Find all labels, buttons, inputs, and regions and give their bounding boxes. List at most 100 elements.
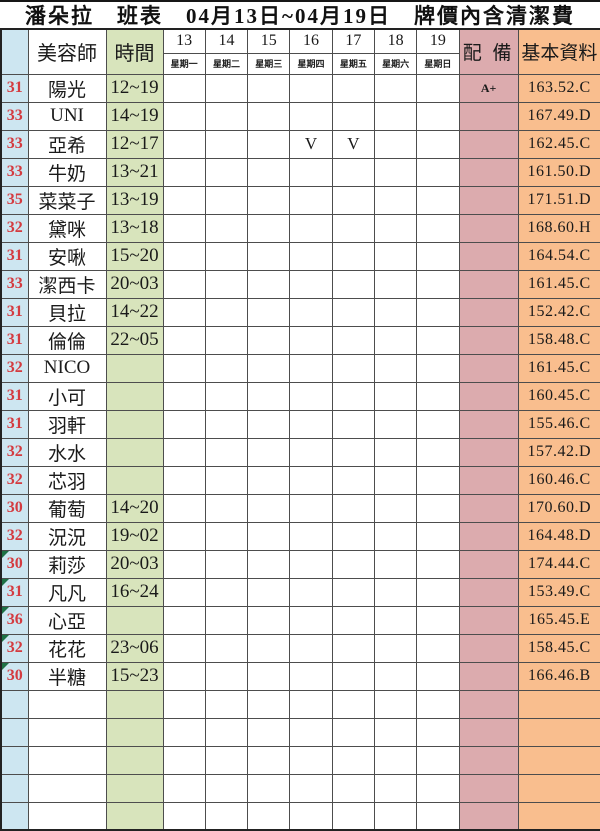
weekday-header: 星期五 bbox=[331, 52, 375, 75]
table-row: 33 牛奶 13~21 161.50.D bbox=[0, 157, 600, 187]
staff-name: 羽軒 bbox=[27, 409, 107, 439]
day-cell bbox=[247, 577, 291, 607]
row-number: 36 bbox=[0, 605, 29, 635]
day-cell bbox=[204, 549, 249, 579]
day-cell bbox=[373, 717, 418, 747]
shift-time: 20~03 bbox=[105, 269, 164, 299]
staff-name: 陽光 bbox=[27, 73, 107, 103]
row-number bbox=[0, 689, 29, 719]
day-cell bbox=[162, 549, 206, 579]
info-code-cell: 162.45.C bbox=[517, 129, 600, 159]
equipment-cell bbox=[458, 353, 519, 383]
day-cell bbox=[416, 213, 460, 243]
day-cell bbox=[247, 437, 291, 467]
row-number: 35 bbox=[0, 185, 29, 215]
day-cell bbox=[204, 325, 249, 355]
day-cell bbox=[373, 521, 418, 551]
day-cell bbox=[289, 717, 333, 747]
equipment-cell bbox=[458, 409, 519, 439]
shift-time: 22~05 bbox=[105, 325, 164, 355]
row-number: 31 bbox=[0, 577, 29, 607]
day-cell bbox=[247, 549, 291, 579]
table-row: 32 NICO 161.45.C bbox=[0, 353, 600, 383]
table-row: 31 陽光 12~19 A+ 163.52.C bbox=[0, 73, 600, 103]
day-cell bbox=[247, 773, 291, 803]
day-cell bbox=[416, 297, 460, 327]
staff-name: 安啾 bbox=[27, 241, 107, 271]
shift-time bbox=[105, 717, 164, 747]
day-cell bbox=[373, 185, 418, 215]
shift-time: 16~24 bbox=[105, 577, 164, 607]
day-cell bbox=[247, 465, 291, 495]
day-cell bbox=[373, 409, 418, 439]
day-cell bbox=[289, 465, 333, 495]
equipment-cell bbox=[458, 549, 519, 579]
day-cell bbox=[331, 353, 375, 383]
shift-time bbox=[105, 353, 164, 383]
day-number-header: 16 bbox=[289, 28, 333, 54]
day-cell bbox=[204, 101, 249, 131]
info-code-cell bbox=[517, 717, 600, 747]
shift-time bbox=[105, 409, 164, 439]
day-cell bbox=[331, 465, 375, 495]
row-number: 32 bbox=[0, 353, 29, 383]
staff-name: 小可 bbox=[27, 381, 107, 411]
info-code-cell: 166.46.B bbox=[517, 661, 600, 691]
day-cell bbox=[204, 241, 249, 271]
info-code-cell: 161.45.C bbox=[517, 353, 600, 383]
staff-name: UNI bbox=[27, 101, 107, 131]
corner-cell bbox=[0, 28, 29, 75]
day-cell bbox=[289, 801, 333, 831]
weekday-header: 星期日 bbox=[416, 52, 460, 75]
day-cell bbox=[331, 325, 375, 355]
info-code-cell: 160.46.C bbox=[517, 465, 600, 495]
day-cell bbox=[247, 297, 291, 327]
day-cell: V bbox=[289, 129, 333, 159]
day-cell bbox=[204, 605, 249, 635]
staff-name: 心亞 bbox=[27, 605, 107, 635]
day-number-header: 17 bbox=[331, 28, 375, 54]
day-cell bbox=[289, 549, 333, 579]
row-number: 31 bbox=[0, 409, 29, 439]
schedule-table: 美容師 時間 13 14 15 16 17 18 19 配 備 基本資料 星期一 星期二 星期三星… bbox=[0, 28, 600, 831]
day-cell bbox=[289, 297, 333, 327]
day-cell bbox=[416, 493, 460, 523]
day-cell bbox=[204, 773, 249, 803]
day-cell bbox=[416, 241, 460, 271]
day-cell bbox=[289, 605, 333, 635]
day-cell bbox=[204, 129, 249, 159]
staff-name bbox=[27, 773, 107, 803]
row-number bbox=[0, 717, 29, 747]
day-cell bbox=[289, 241, 333, 271]
equipment-cell bbox=[458, 745, 519, 775]
empty-row bbox=[0, 801, 600, 831]
equipment-cell bbox=[458, 521, 519, 551]
row-number: 33 bbox=[0, 269, 29, 299]
cell-error-triangle-icon bbox=[2, 551, 9, 558]
day-cell bbox=[247, 353, 291, 383]
day-cell bbox=[373, 465, 418, 495]
day-cell bbox=[373, 73, 418, 103]
row-number: 30 bbox=[0, 493, 29, 523]
equipment-cell bbox=[458, 689, 519, 719]
shift-time: 15~20 bbox=[105, 241, 164, 271]
cell-error-triangle-icon bbox=[2, 607, 9, 614]
empty-row bbox=[0, 689, 600, 719]
shift-time bbox=[105, 465, 164, 495]
day-cell bbox=[331, 521, 375, 551]
row-number: 31 bbox=[0, 325, 29, 355]
day-cell bbox=[331, 101, 375, 131]
row-number: 32 bbox=[0, 437, 29, 467]
day-cell bbox=[331, 73, 375, 103]
row-number: 32 bbox=[0, 213, 29, 243]
table-row: 33 潔西卡 20~03 161.45.C bbox=[0, 269, 600, 299]
equipment-cell bbox=[458, 101, 519, 131]
day-cell bbox=[289, 381, 333, 411]
table-row: 33 亞希 12~17 V V 162.45.C bbox=[0, 129, 600, 159]
equipment-cell bbox=[458, 381, 519, 411]
shift-time bbox=[105, 381, 164, 411]
equipment-cell bbox=[458, 185, 519, 215]
day-cell bbox=[204, 633, 249, 663]
day-cell bbox=[373, 157, 418, 187]
day-cell bbox=[331, 185, 375, 215]
